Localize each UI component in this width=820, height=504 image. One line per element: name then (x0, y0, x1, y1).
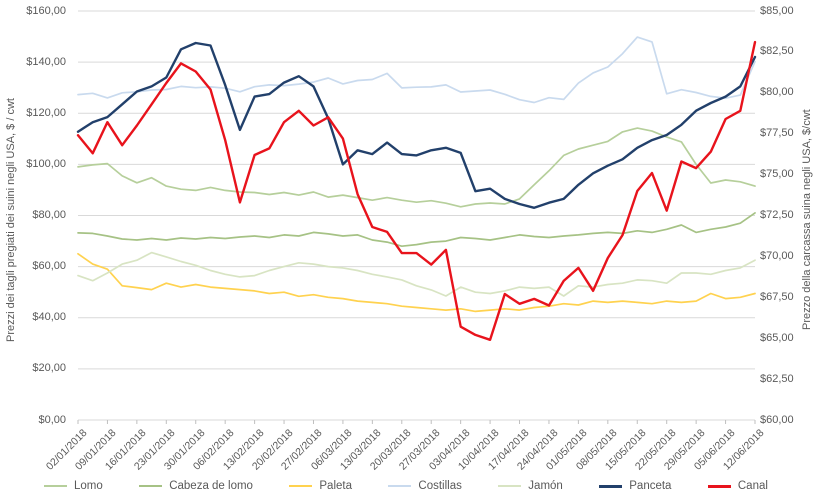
legend-item-lomo: Lomo (44, 480, 103, 492)
legend-item-paleta: Paleta (289, 480, 352, 492)
legend-label: Jamón (528, 480, 563, 492)
series-line-lomo (77, 127, 756, 208)
left-axis-tick: $80,00 (32, 209, 66, 221)
right-axis-tick: $67,50 (760, 290, 794, 303)
series-line-jamón (77, 251, 756, 297)
legend-color-swatch (599, 484, 623, 488)
left-axis-tick: $160,00 (26, 4, 66, 17)
right-axis-tick: $85,00 (760, 4, 794, 17)
right-axis-tick: $72,50 (760, 209, 794, 221)
series-line-costillas (77, 36, 756, 104)
right-axis-tick: $70,00 (760, 249, 794, 262)
legend-item-costillas: Costillas (388, 480, 462, 492)
left-axis-tick: $120,00 (26, 106, 66, 119)
legend-color-swatch (139, 485, 163, 487)
right-axis-tick: $80,00 (760, 86, 794, 99)
series-line-panceta (76, 41, 757, 210)
legend-item-canal: Canal (707, 480, 768, 492)
legend-color-swatch (289, 485, 313, 487)
right-axis-tick: $62,50 (760, 372, 794, 385)
chart-legend: Lomo Cabeza de lomo Paleta Costillas Jamón Pa… (0, 480, 820, 492)
series-line-paleta (77, 252, 756, 313)
right-axis-tick: $75,00 (760, 168, 794, 181)
right-axis-tick: $82,50 (760, 45, 794, 58)
legend-color-swatch (498, 485, 522, 487)
series-line-canal (76, 40, 757, 341)
legend-label: Cabeza de lomo (169, 480, 253, 492)
legend-color-swatch (707, 484, 731, 488)
left-axis-tick: $20,00 (32, 362, 66, 375)
legend-item-panceta: Panceta (599, 480, 671, 492)
legend-label: Canal (737, 480, 768, 492)
legend-color-swatch (388, 485, 412, 487)
legend-item-cabeza-de-lomo: Cabeza de lomo (139, 480, 253, 492)
left-axis-tick: $0,00 (38, 413, 66, 426)
legend-label: Paleta (319, 480, 352, 492)
legend-label: Costillas (418, 480, 462, 492)
right-axis-tick: $60,00 (760, 413, 794, 426)
left-axis-tick: $40,00 (32, 311, 66, 324)
right-axis-tick: $65,00 (760, 331, 794, 344)
right-axis-tick: $77,50 (760, 127, 794, 140)
left-axis-tick: $100,00 (26, 157, 66, 170)
plot-area (76, 10, 757, 424)
legend-label: Lomo (74, 480, 103, 492)
legend-item-jamón: Jamón (498, 480, 563, 492)
legend-color-swatch (44, 485, 67, 487)
legend-label: Panceta (629, 480, 672, 492)
series-line-cabeza-de-lomo (77, 212, 756, 248)
left-axis-tick: $60,00 (32, 260, 66, 273)
left-axis-tick: $140,00 (26, 55, 66, 68)
